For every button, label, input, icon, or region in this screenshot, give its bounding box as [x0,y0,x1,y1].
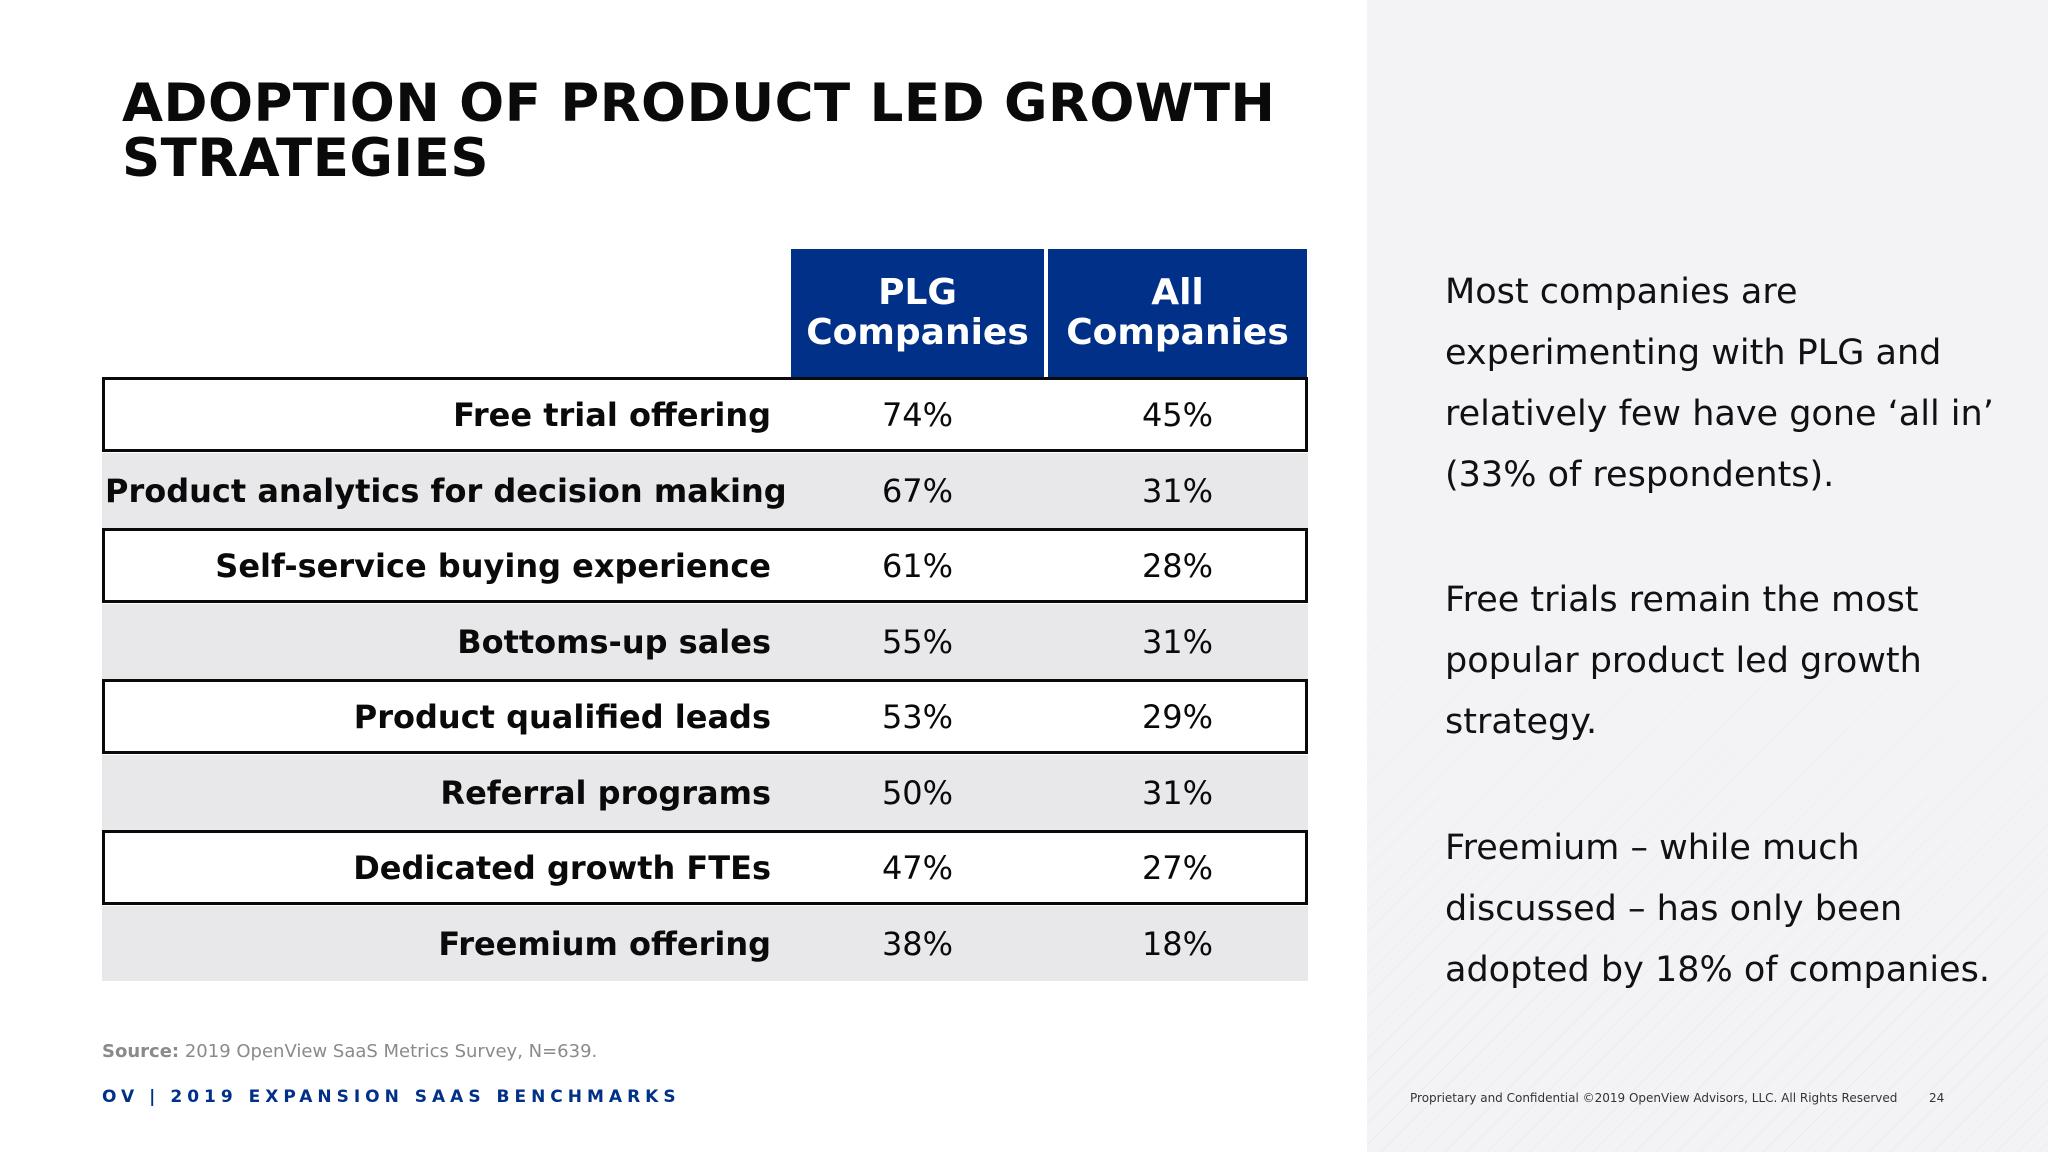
row-all-value: 45% [1141,395,1214,434]
page-title-line1: ADOPTION OF PRODUCT LED GROWTH [122,73,1276,134]
legal-notice: Proprietary and Confidential ©2019 OpenV… [1410,1091,1898,1105]
table-row: Product qualified leads 53% 29% [102,679,1308,754]
header-plg-label: PLG Companies [806,272,1029,353]
row-label: Freemium offering [438,924,771,963]
row-plg-value: 47% [881,848,954,887]
brand-logo: OV [102,1087,140,1107]
row-label: Product qualified leads [353,697,771,736]
footer-title: 2019 EXPANSION SAAS BENCHMARKS [170,1087,681,1107]
page-number: 24 [1929,1091,1945,1105]
row-plg-value: 67% [881,471,954,510]
source-text: 2019 OpenView SaaS Metrics Survey, N=639… [184,1041,598,1062]
row-plg-value: 53% [881,697,954,736]
row-plg-value: 55% [881,622,954,661]
row-all-value: 31% [1141,622,1214,661]
table-row: Self-service buying experience 61% 28% [102,528,1308,603]
table-row: Referral programs 50% 31% [102,755,1308,830]
table-row: Free trial offering 74% 45% [102,377,1308,452]
row-label: Bottoms-up sales [457,622,771,661]
commentary-paragraph-2: Free trials remain the most popular prod… [1445,580,1922,742]
row-label: Self-service buying experience [215,546,771,585]
row-label: Product analytics for decision making [105,471,787,510]
footer-brand: OV | 2019 EXPANSION SAAS BENCHMARKS [102,1087,681,1107]
page-title-line2: STRATEGIES [122,128,489,189]
row-plg-value: 61% [881,546,954,585]
row-all-value: 31% [1141,471,1214,510]
row-all-value: 28% [1141,546,1214,585]
source-note: Source: 2019 OpenView SaaS Metrics Surve… [102,1041,597,1062]
side-panel-fade [1367,0,2048,1152]
row-all-value: 18% [1141,924,1214,963]
row-all-value: 29% [1141,697,1214,736]
row-all-value: 27% [1141,848,1214,887]
row-plg-value: 50% [881,773,954,812]
header-all-companies: All Companies [1048,249,1307,377]
table-row: Freemium offering 38% 18% [102,906,1308,981]
side-panel [1367,0,2048,1152]
table-row: Product analytics for decision making 67… [102,453,1308,528]
row-plg-value: 38% [881,924,954,963]
row-label: Dedicated growth FTEs [353,848,771,887]
table-row: Dedicated growth FTEs 47% 27% [102,830,1308,905]
header-plg-companies: PLG Companies [791,249,1044,377]
source-label: Source: [102,1041,180,1062]
table-row: Bottoms-up sales 55% 31% [102,604,1308,679]
row-label: Referral programs [440,773,771,812]
footer-separator: | [149,1087,161,1107]
row-plg-value: 74% [881,395,954,434]
commentary-paragraph-1: Most companies are experimenting with PL… [1445,272,1994,495]
header-all-label: All Companies [1066,272,1289,353]
page-title: ADOPTION OF PRODUCT LED GROWTH STRATEGIE… [122,76,1302,186]
row-all-value: 31% [1141,773,1214,812]
row-label: Free trial offering [453,395,771,434]
commentary-paragraph-3: Freemium – while much discussed – has on… [1445,828,1990,990]
